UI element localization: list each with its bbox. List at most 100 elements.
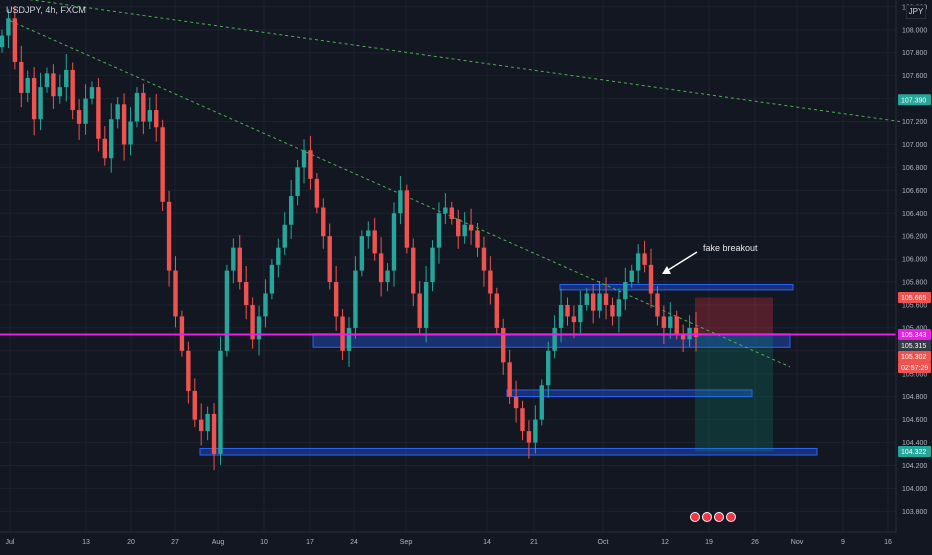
stop-loss-zone[interactable] bbox=[695, 297, 773, 335]
price-tick-label: 107.600 bbox=[902, 73, 927, 80]
price-tag-label: 104.322 bbox=[901, 449, 926, 456]
candle-body bbox=[295, 167, 300, 197]
candle-body bbox=[6, 18, 11, 36]
candle-body bbox=[12, 18, 18, 62]
position-tool[interactable] bbox=[695, 297, 773, 452]
candle-body bbox=[423, 282, 429, 328]
price-tag-label: 105.315 bbox=[901, 343, 926, 350]
candle-body bbox=[263, 293, 268, 317]
candle-body bbox=[526, 431, 532, 443]
price-tag bbox=[898, 292, 931, 304]
candle-body bbox=[494, 293, 499, 328]
candle-body bbox=[565, 304, 570, 317]
candle-body bbox=[533, 419, 538, 443]
candle-body bbox=[462, 224, 467, 237]
candle-body bbox=[57, 87, 63, 97]
candle-body bbox=[83, 98, 88, 124]
candle-body bbox=[546, 350, 551, 386]
candle-body bbox=[353, 270, 358, 328]
candle-body bbox=[308, 150, 313, 179]
event-icons[interactable] bbox=[690, 512, 736, 522]
candle-body bbox=[571, 316, 577, 323]
candle-body bbox=[693, 327, 699, 338]
candle-body bbox=[411, 247, 416, 294]
candle-body bbox=[19, 61, 24, 93]
candle-body bbox=[668, 316, 673, 328]
candle-body bbox=[166, 201, 172, 271]
candle-body bbox=[404, 190, 410, 248]
price-tick-label: 104.600 bbox=[902, 417, 927, 424]
event-icon[interactable] bbox=[726, 512, 736, 522]
support-zone[interactable] bbox=[199, 447, 818, 456]
candle-body bbox=[327, 236, 332, 283]
price-tick-label: 106.200 bbox=[902, 234, 927, 241]
time-tick-label: 27 bbox=[171, 539, 179, 546]
candle-body bbox=[610, 304, 615, 317]
price-tag bbox=[898, 328, 931, 340]
time-tick-label: 9 bbox=[841, 539, 845, 546]
price-tick-label: 105.800 bbox=[902, 280, 927, 287]
currency-label[interactable]: JPY bbox=[906, 5, 926, 19]
candle-body bbox=[372, 230, 377, 254]
candle-body bbox=[590, 293, 596, 311]
candle-body bbox=[378, 253, 384, 283]
price-tick-label: 106.600 bbox=[902, 188, 927, 195]
candle-body bbox=[128, 121, 133, 145]
time-tick-label: 17 bbox=[306, 539, 314, 546]
candle-body bbox=[436, 213, 442, 248]
candle-body bbox=[481, 247, 487, 271]
price-tag bbox=[898, 361, 931, 373]
price-tick-label: 106.000 bbox=[902, 257, 927, 264]
candle-body bbox=[635, 253, 641, 271]
candle-body bbox=[507, 362, 512, 397]
candle-body bbox=[578, 304, 583, 323]
candle-body bbox=[269, 264, 275, 294]
candle-body bbox=[488, 270, 493, 294]
earnings-icon[interactable] bbox=[690, 512, 700, 522]
price-tag-label: 107.390 bbox=[901, 97, 926, 104]
price-tag bbox=[898, 94, 931, 106]
support-zone[interactable] bbox=[559, 283, 794, 291]
trendline[interactable] bbox=[0, 0, 901, 123]
candle-body bbox=[359, 236, 365, 271]
candle-body bbox=[520, 408, 525, 432]
take-profit-zone[interactable] bbox=[695, 334, 773, 452]
candle-body bbox=[147, 110, 152, 122]
time-tick-label: 26 bbox=[751, 539, 759, 546]
candle-body bbox=[224, 270, 230, 351]
candle-body bbox=[218, 350, 223, 455]
candle-body bbox=[642, 253, 647, 265]
candle-body bbox=[288, 196, 294, 225]
candle-body bbox=[160, 127, 165, 202]
candle-body bbox=[0, 35, 5, 48]
time-tick-label: 10 bbox=[260, 539, 268, 546]
candle-body bbox=[417, 293, 422, 328]
candle-body bbox=[70, 69, 75, 111]
symbol-label[interactable]: USDJPY, 4h, FXCM bbox=[6, 5, 86, 15]
time-tick-label: Nov bbox=[791, 539, 804, 546]
price-tag bbox=[898, 446, 931, 458]
candle-body bbox=[109, 119, 114, 159]
time-tick-label: Jul bbox=[6, 539, 15, 546]
candle-body bbox=[584, 293, 589, 305]
candle-body bbox=[102, 138, 108, 159]
dividend-icon[interactable] bbox=[702, 512, 712, 522]
time-axis[interactable]: Jul 13 20 27 Aug 10 17 24 Sep 14 21 Oct 12 19 26 Nov 9 16 bbox=[6, 539, 892, 546]
price-tick-label: 105.400 bbox=[902, 325, 927, 332]
time-tick-label: Oct bbox=[598, 539, 609, 546]
candle-body bbox=[648, 264, 654, 294]
candle-body bbox=[89, 87, 95, 99]
candle-body bbox=[231, 247, 236, 271]
split-icon[interactable] bbox=[714, 512, 724, 522]
candle-body bbox=[661, 316, 667, 328]
candle-body bbox=[25, 77, 30, 93]
support-zone[interactable] bbox=[506, 389, 753, 398]
candle-body bbox=[623, 282, 628, 300]
candle-body bbox=[513, 396, 519, 409]
candle-body bbox=[205, 413, 210, 432]
candle-body bbox=[475, 230, 480, 248]
candle-body bbox=[449, 207, 455, 219]
